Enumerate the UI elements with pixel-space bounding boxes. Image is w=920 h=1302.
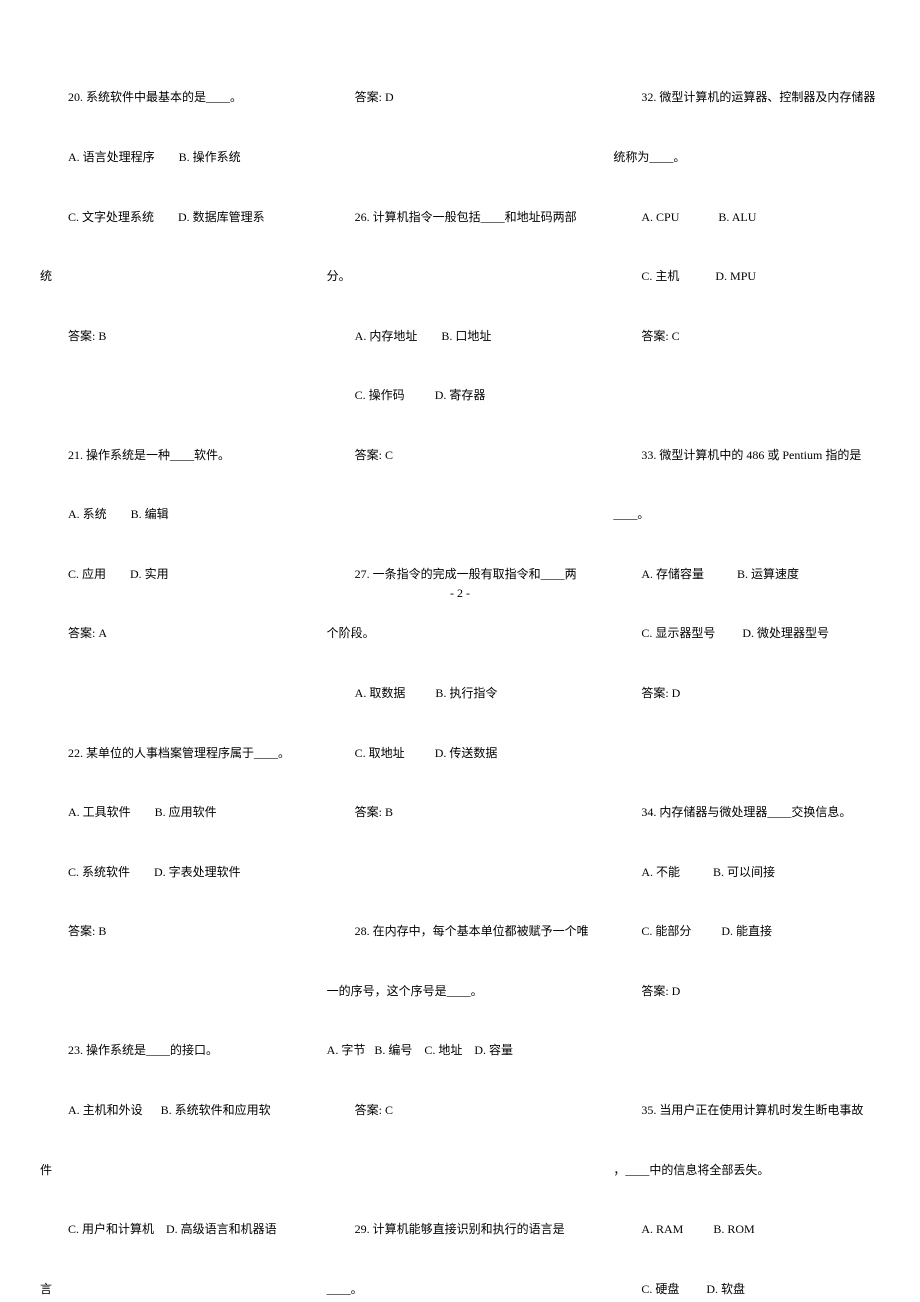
- q27-stem-wrap: 个阶段。: [327, 626, 375, 640]
- q34-stem: 34. 内存储器与微处理器____交换信息。: [641, 805, 851, 819]
- q21-c: C. 应用: [68, 567, 106, 581]
- q26-ans: 答案: C: [355, 448, 393, 462]
- q28-opts: A. 字节 B. 编号 C. 地址 D. 容量: [327, 1043, 513, 1057]
- q20-d: D. 数据库管理系: [178, 210, 265, 224]
- q27-c: C. 取地址: [355, 746, 405, 760]
- q35-b: B. ROM: [713, 1222, 754, 1236]
- q22-d: D. 字表处理软件: [154, 865, 241, 879]
- q27-d: D. 传送数据: [435, 746, 498, 760]
- q34-d: D. 能直接: [721, 924, 772, 938]
- q34-b: B. 可以间接: [713, 865, 775, 879]
- q28-ans: 答案: C: [355, 1103, 393, 1117]
- q27-stem: 27. 一条指令的完成一般有取指令和____两: [355, 567, 577, 581]
- q28-stem2: 一的序号，这个序号是____。: [327, 984, 483, 998]
- q22-ans: 答案: B: [68, 924, 106, 938]
- q32-stem-wrap: 统称为____。: [613, 150, 685, 164]
- q21-ans: 答案: A: [68, 626, 107, 640]
- q26-c: C. 操作码: [355, 388, 405, 402]
- q27-b: B. 执行指令: [435, 686, 497, 700]
- q26-stem: 26. 计算机指令一般包括____和地址码两部: [355, 210, 577, 224]
- q32-stem: 32. 微型计算机的运算器、控制器及内存储器: [641, 90, 875, 104]
- q27-ans: 答案: B: [355, 805, 393, 819]
- q35-a: A. RAM: [641, 1222, 683, 1236]
- q35-d: D. 软盘: [706, 1282, 745, 1296]
- q20-ans: 答案: B: [68, 329, 106, 343]
- q29-stem-wrap: ____。: [327, 1282, 363, 1296]
- q25-ans: 答案: D: [355, 90, 394, 104]
- q22-c: C. 系统软件: [68, 865, 130, 879]
- q32-ans: 答案: C: [641, 329, 679, 343]
- q33-d: D. 微处理器型号: [742, 626, 829, 640]
- q20-stem: 20. 系统软件中最基本的是____。: [68, 90, 242, 104]
- q22-b: B. 应用软件: [155, 805, 217, 819]
- q23-b: B. 系统软件和应用软: [161, 1103, 271, 1117]
- q35-c: C. 硬盘: [641, 1282, 679, 1296]
- q32-c: C. 主机: [641, 269, 679, 283]
- q20-a: A. 语言处理程序: [68, 150, 155, 164]
- q34-c: C. 能部分: [641, 924, 691, 938]
- q20-d-wrap: 统: [40, 269, 52, 283]
- q34-ans: 答案: D: [641, 984, 680, 998]
- q22-a: A. 工具软件: [68, 805, 131, 819]
- q33-b: B. 运算速度: [737, 567, 799, 581]
- q23-b-wrap: 件: [40, 1163, 52, 1177]
- q32-d: D. MPU: [715, 269, 756, 283]
- q21-stem: 21. 操作系统是一种____软件。: [68, 448, 230, 462]
- q23-d-wrap: 言: [40, 1282, 52, 1296]
- q26-d: D. 寄存器: [435, 388, 486, 402]
- q22-stem: 22. 某单位的人事档案管理程序属于____。: [68, 746, 290, 760]
- q23-c: C. 用户和计算机: [68, 1222, 154, 1236]
- q23-a: A. 主机和外设: [68, 1103, 143, 1117]
- q28-stem: 28. 在内存中，每个基本单位都被赋予一个唯: [355, 924, 589, 938]
- q20-b: B. 操作系统: [179, 150, 241, 164]
- q21-a: A. 系统: [68, 507, 107, 521]
- q33-c: C. 显示器型号: [641, 626, 715, 640]
- q23-stem: 23. 操作系统是____的接口。: [68, 1043, 218, 1057]
- column-1: 20. 系统软件中最基本的是____。 A. 语言处理程序 B. 操作系统 C.…: [30, 50, 317, 560]
- q33-stem-wrap: ____。: [613, 507, 649, 521]
- q32-a: A. CPU: [641, 210, 679, 224]
- q26-b: B. 口地址: [441, 329, 491, 343]
- q35-stem2: ，____中的信息将全部丢失。: [613, 1163, 769, 1177]
- column-2: 答案: D 26. 计算机指令一般包括____和地址码两部 分。 A. 内存地址…: [317, 50, 604, 560]
- q26-stem-wrap: 分。: [327, 269, 351, 283]
- page-content: 20. 系统软件中最基本的是____。 A. 语言处理程序 B. 操作系统 C.…: [0, 0, 920, 580]
- q33-a: A. 存储容量: [641, 567, 704, 581]
- q21-b: B. 编辑: [131, 507, 169, 521]
- q33-stem: 33. 微型计算机中的 486 或 Pentium 指的是: [641, 448, 861, 462]
- q34-a: A. 不能: [641, 865, 680, 879]
- q20-c: C. 文字处理系统: [68, 210, 154, 224]
- q33-ans: 答案: D: [641, 686, 680, 700]
- q21-d: D. 实用: [130, 567, 169, 581]
- q29-stem: 29. 计算机能够直接识别和执行的语言是: [355, 1222, 565, 1236]
- column-3: 32. 微型计算机的运算器、控制器及内存储器 统称为____。 A. CPU B…: [603, 50, 890, 560]
- q35-stem: 35. 当用户正在使用计算机时发生断电事故: [641, 1103, 863, 1117]
- q26-a: A. 内存地址: [355, 329, 418, 343]
- q23-d: D. 高级语言和机器语: [166, 1222, 277, 1236]
- q32-b: B. ALU: [718, 210, 756, 224]
- q27-a: A. 取数据: [355, 686, 406, 700]
